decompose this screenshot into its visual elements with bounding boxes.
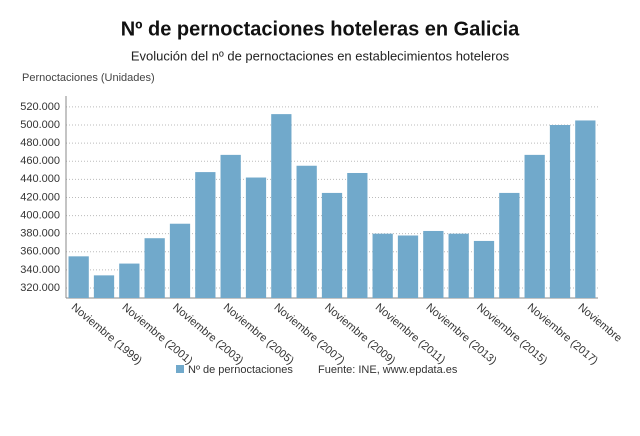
chart-subtitle: Evolución del nº de pernoctaciones en es… <box>131 48 510 63</box>
y-tick-label: 520.000 <box>20 101 60 113</box>
bar <box>321 192 343 298</box>
bar <box>473 240 495 298</box>
source: Fuente: INE, www.epdata.es <box>318 364 458 376</box>
bar <box>423 230 444 298</box>
bar <box>549 124 571 299</box>
bar <box>68 256 89 298</box>
bar <box>575 120 596 298</box>
y-tick-label: 360.000 <box>20 246 60 258</box>
bar <box>144 238 165 298</box>
y-tick-label: 340.000 <box>20 264 60 276</box>
y-tick-label: 480.000 <box>20 137 60 149</box>
bar <box>372 233 393 298</box>
y-tick-label: 320.000 <box>20 282 60 294</box>
bar <box>499 192 520 298</box>
bar <box>524 154 545 298</box>
bar <box>271 114 292 298</box>
legend-swatch <box>176 365 184 373</box>
y-tick-label: 460.000 <box>20 155 60 167</box>
y-tick-label: 380.000 <box>20 228 60 240</box>
chart-title: Nº de pernoctaciones hoteleras en Galici… <box>121 18 520 40</box>
bar <box>195 172 216 298</box>
bar <box>169 223 191 298</box>
y-axis-title: Pernoctaciones (Unidades) <box>22 72 155 84</box>
x-tick-label: Noviembre <box>576 301 624 344</box>
y-tick-label: 400.000 <box>20 209 60 221</box>
bar <box>448 233 469 298</box>
bar <box>347 172 368 298</box>
bar <box>93 275 115 298</box>
bar <box>220 154 241 298</box>
y-tick-label: 440.000 <box>20 173 60 185</box>
bar <box>296 165 317 298</box>
bar <box>397 235 419 298</box>
bar <box>119 263 140 298</box>
legend-label: Nº de pernoctaciones <box>188 364 293 376</box>
y-tick-label: 500.000 <box>20 119 60 131</box>
bar <box>245 177 267 298</box>
y-tick-label: 420.000 <box>20 191 60 203</box>
